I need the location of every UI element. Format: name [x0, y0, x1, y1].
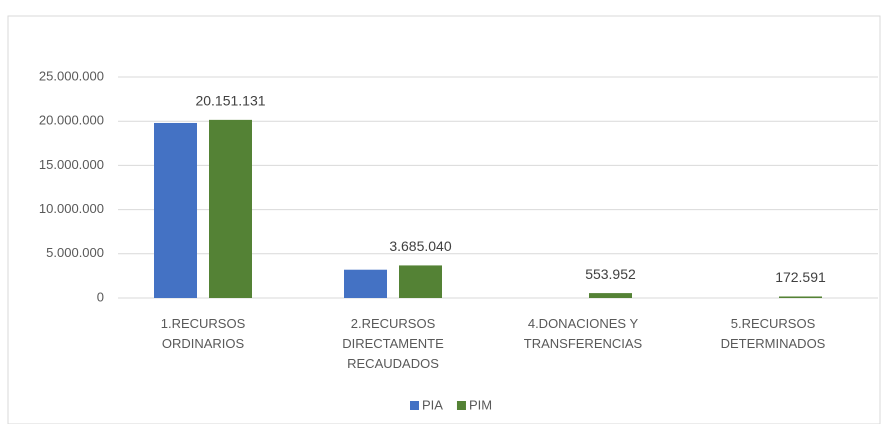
- bar: [779, 296, 822, 298]
- y-tick-label: 10.000.000: [39, 201, 104, 216]
- legend-swatch: [410, 401, 419, 410]
- bar: [154, 122, 197, 298]
- legend-label: PIM: [469, 397, 492, 412]
- data-label: 20.151.131: [195, 93, 265, 109]
- x-tick-label: 4.DONACIONES Y TRANSFERENCIAS: [523, 316, 643, 351]
- data-label: 3.685.040: [389, 238, 451, 254]
- bar: [589, 293, 632, 298]
- legend-swatch: [456, 401, 466, 410]
- x-tick-label: 1.RECURSOS ORDINARIOS: [160, 316, 246, 351]
- bar: [399, 265, 442, 298]
- bar: [209, 119, 252, 298]
- x-tick-label: 5.RECURSOS DETERMINADOS: [720, 316, 826, 351]
- y-tick-label: 5.000.000: [46, 245, 104, 260]
- y-tick-label: 25.000.000: [39, 68, 104, 83]
- y-tick-label: 0: [97, 289, 104, 304]
- x-tick-label: 2.RECURSOS DIRECTAMENTE RECAUDADOS: [342, 316, 444, 371]
- bar: [344, 269, 387, 298]
- y-tick-label: 15.000.000: [39, 157, 104, 172]
- data-label: 553.952: [585, 266, 636, 282]
- y-tick-label: 20.000.000: [39, 113, 104, 128]
- data-label: 172.591: [775, 269, 826, 285]
- legend-label: PIA: [422, 397, 443, 412]
- chart-border: [7, 15, 881, 424]
